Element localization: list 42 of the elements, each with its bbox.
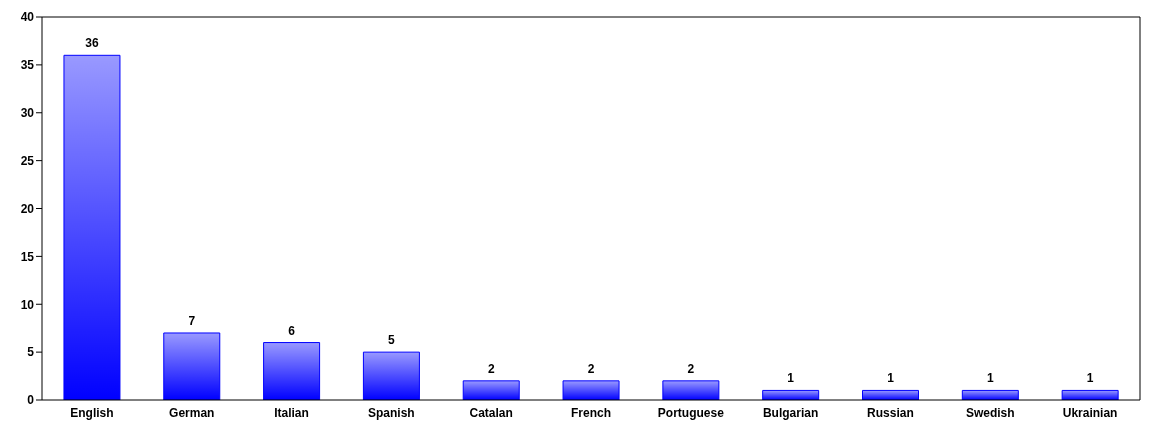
x-tick-label: French (570, 405, 612, 420)
x-tick-label: Italian (274, 405, 309, 420)
bar (961, 389, 1019, 400)
x-tick-label: Spanish (368, 405, 415, 420)
bar (562, 380, 620, 400)
y-tick-label: 5 (27, 345, 35, 360)
data-label: 1 (1086, 371, 1094, 386)
x-tick-label: Russian (867, 405, 914, 420)
x-tick-label: Bulgarian (762, 405, 819, 420)
x-tick-label: Catalan (469, 405, 513, 420)
data-label: 1 (887, 371, 895, 386)
data-label: 7 (188, 313, 196, 328)
data-label: 1 (986, 371, 994, 386)
bar (163, 332, 221, 400)
x-tick-label: English (70, 405, 114, 420)
y-tick-label: 10 (20, 297, 35, 312)
y-tick-label: 20 (20, 201, 35, 216)
y-tick-label: 15 (20, 249, 35, 264)
bar (462, 380, 520, 400)
y-tick-label: 0 (27, 393, 35, 408)
x-tick-label: German (169, 405, 215, 420)
data-label: 6 (288, 323, 296, 338)
y-tick-label: 30 (20, 106, 35, 121)
x-tick-label: Swedish (965, 405, 1015, 420)
bar (862, 389, 920, 400)
bar (263, 342, 321, 400)
data-label: 1 (787, 371, 795, 386)
y-tick-label: 25 (20, 153, 35, 168)
x-tick-label: Portuguese (657, 405, 725, 420)
data-label: 36 (85, 36, 99, 51)
data-label: 2 (587, 361, 595, 376)
bar (63, 54, 121, 400)
bar (362, 351, 420, 400)
data-label: 2 (487, 361, 495, 376)
bar (762, 389, 820, 400)
bar (662, 380, 720, 400)
data-label: 2 (687, 361, 695, 376)
x-tick-label: Ukrainian (1062, 405, 1118, 420)
data-label: 5 (388, 333, 396, 348)
y-tick-label: 40 (20, 10, 35, 25)
y-tick-label: 35 (20, 58, 35, 73)
bar (1061, 389, 1119, 400)
